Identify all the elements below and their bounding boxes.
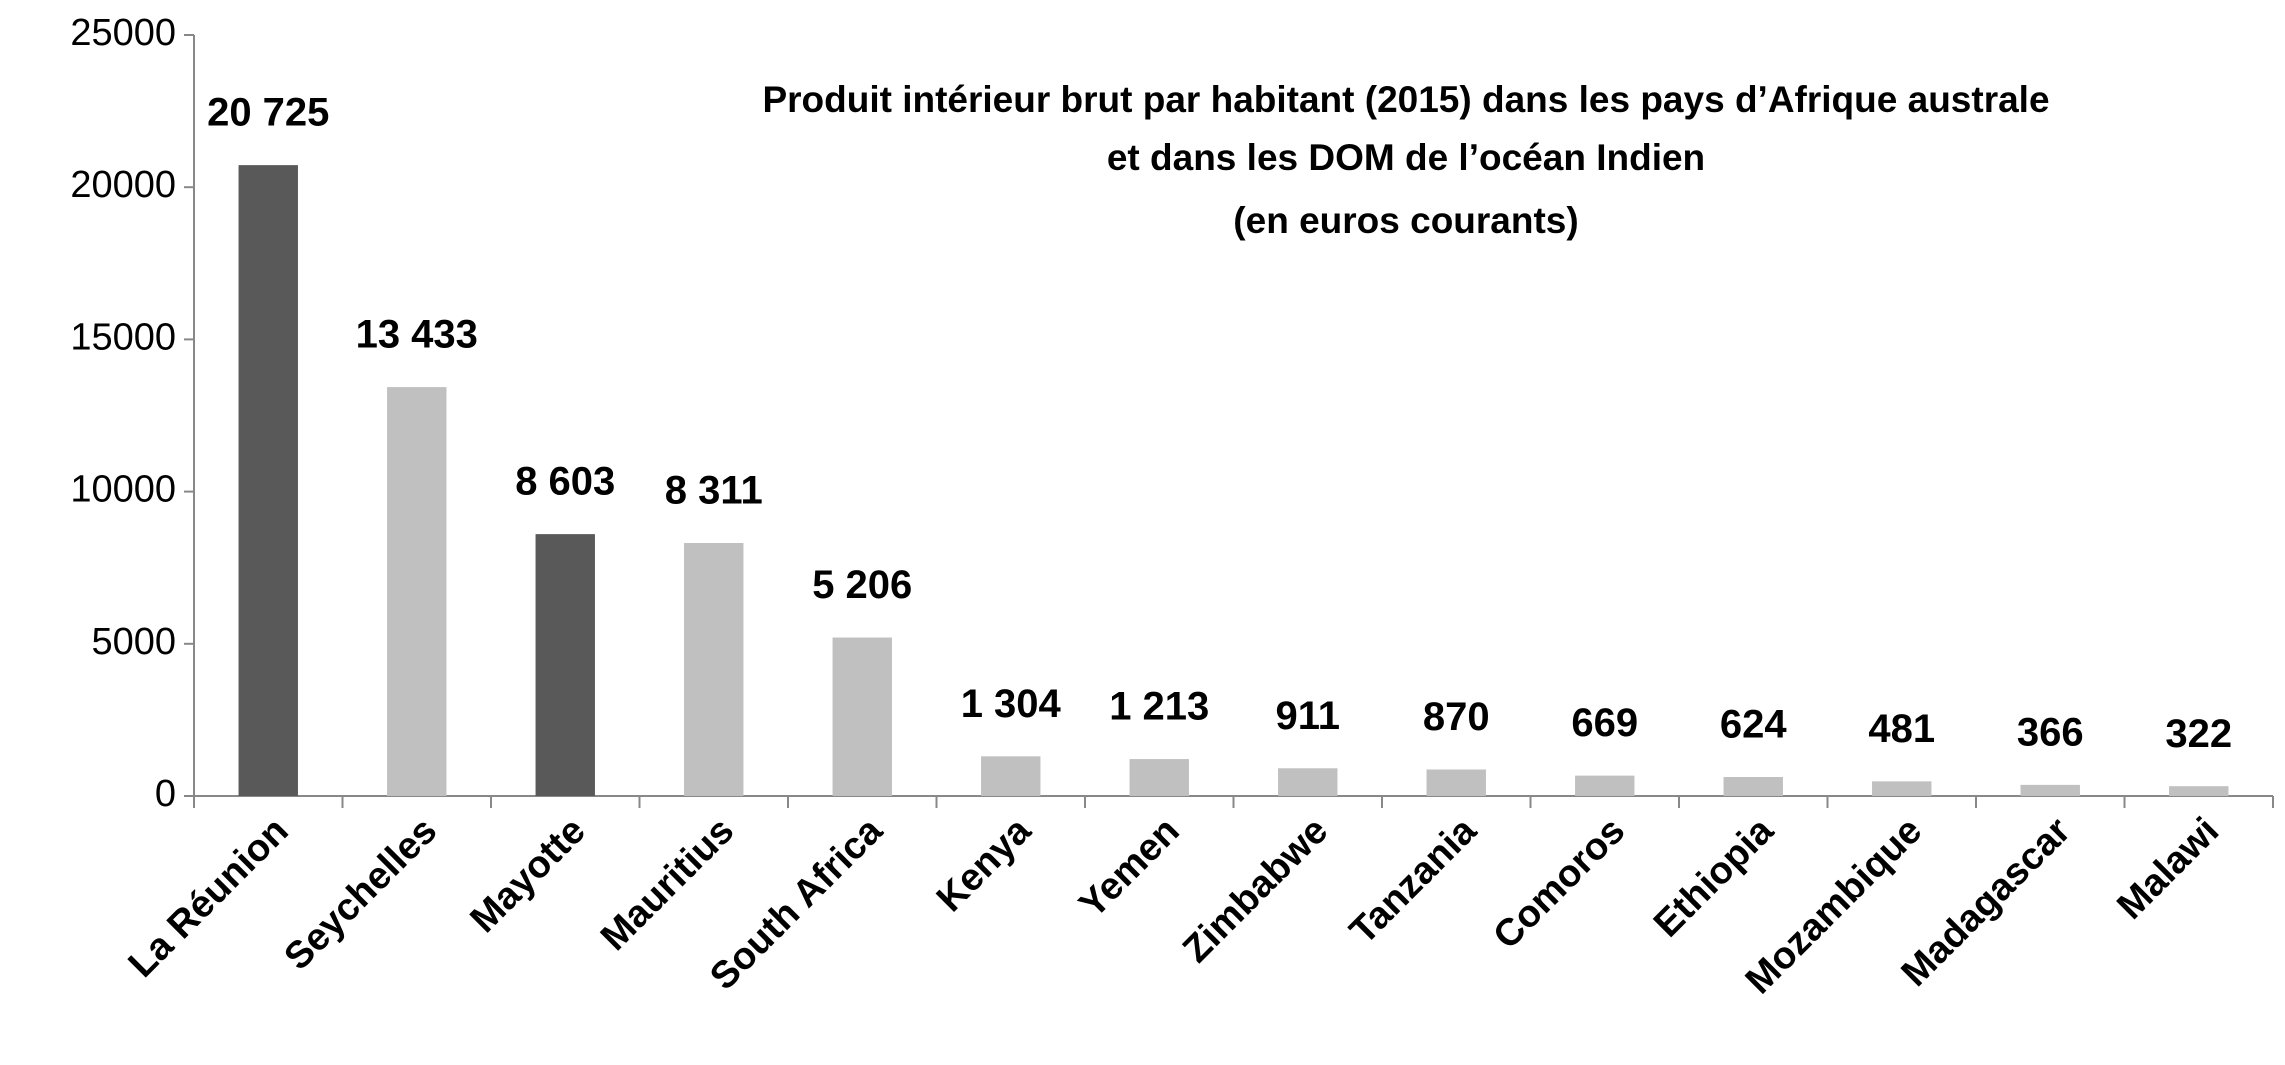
x-tick-label: Kenya [929, 809, 1040, 920]
data-label: 1 304 [961, 682, 1062, 726]
bar [535, 534, 595, 796]
bar [832, 637, 892, 796]
bar [1278, 768, 1338, 796]
bar [2169, 786, 2229, 796]
y-tick-label: 25000 [70, 12, 176, 54]
x-tick-label: Malawi [2109, 810, 2227, 928]
x-tick-label: Seychelles [277, 810, 446, 979]
y-tick-label: 0 [155, 773, 176, 815]
x-tick-label: Zimbabwe [1175, 810, 1336, 971]
x-tick-label: Tanzania [1342, 809, 1485, 952]
data-label: 8 603 [515, 460, 615, 504]
data-label: 669 [1571, 701, 1638, 745]
data-label: 20 725 [207, 91, 329, 135]
y-tick-label: 20000 [70, 164, 176, 206]
chart-title: Produit intérieur brut par habitant (201… [762, 79, 2049, 120]
x-tick-label: Comoros [1486, 810, 1634, 958]
y-tick-label: 10000 [70, 469, 176, 511]
data-label: 322 [2165, 712, 2232, 756]
data-label: 624 [1720, 703, 1787, 747]
bar [387, 387, 447, 796]
bar [1872, 781, 1932, 796]
bar [1129, 759, 1189, 796]
bar [238, 165, 298, 797]
bar [684, 543, 744, 796]
data-label: 1 213 [1109, 685, 1209, 729]
data-label: 911 [1275, 694, 1340, 738]
data-label: 366 [2017, 710, 2084, 754]
x-tick-label: La Réunion [121, 810, 297, 986]
data-label: 5 206 [812, 563, 912, 607]
data-label: 870 [1423, 695, 1490, 739]
bar [981, 756, 1041, 796]
x-tick-label: Yemen [1071, 810, 1187, 926]
chart-title: et dans les DOM de l’océan Indien [1107, 137, 1705, 178]
x-tick-label: Ethiopia [1646, 809, 1782, 945]
chart-title: (en euros courants) [1233, 200, 1578, 241]
data-label: 8 311 [665, 469, 763, 513]
data-label: 13 433 [356, 313, 478, 357]
bar [1575, 775, 1635, 796]
bar [1723, 777, 1783, 796]
bar [2020, 784, 2080, 796]
x-tick-label: Mauritius [593, 810, 742, 959]
bar [1426, 769, 1486, 796]
data-label: 481 [1868, 707, 1935, 751]
x-tick-label: Mayotte [462, 810, 593, 941]
y-tick-label: 5000 [91, 621, 176, 663]
y-tick-label: 15000 [70, 316, 176, 358]
